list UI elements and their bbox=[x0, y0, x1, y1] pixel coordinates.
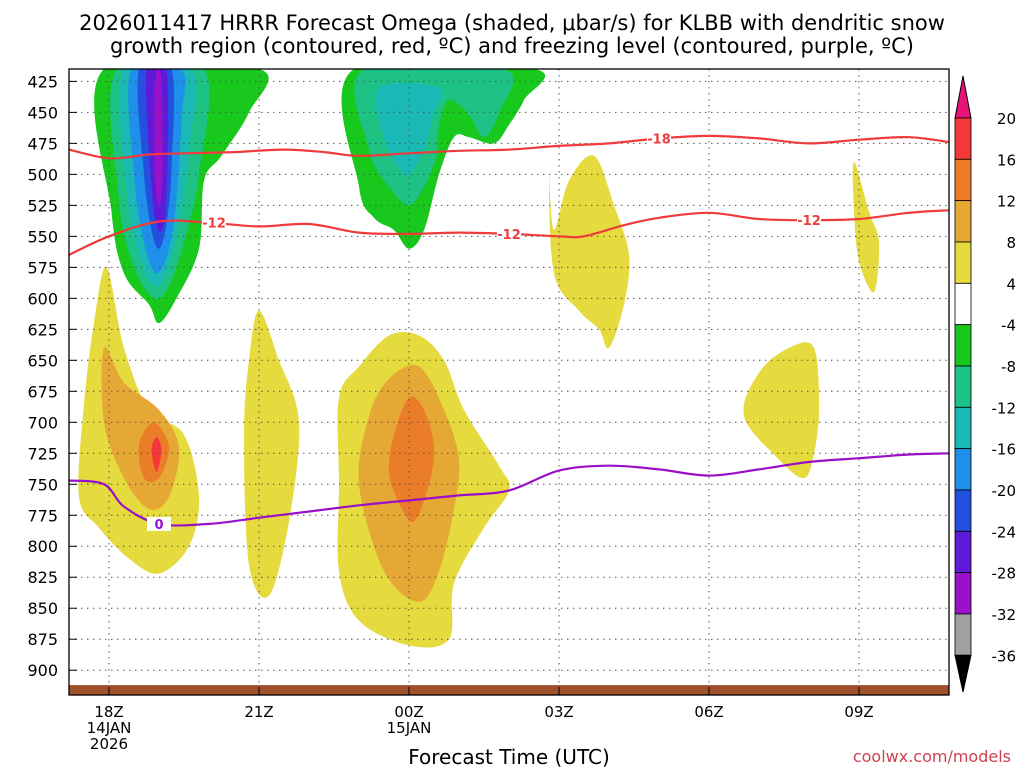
ascent-core-00z bbox=[388, 396, 435, 522]
y-tick-label: 725 bbox=[27, 444, 58, 463]
contour-label-bg bbox=[797, 213, 821, 228]
colorbar-label: -36 bbox=[992, 647, 1017, 665]
colorbar-label: 4 bbox=[1006, 275, 1016, 293]
y-tick-label: 450 bbox=[27, 103, 58, 122]
y-tick-label: 750 bbox=[27, 475, 58, 494]
colorbar-label: -12 bbox=[992, 399, 1017, 417]
y-tick-label: 800 bbox=[27, 537, 58, 556]
x-axis-title: Forecast Time (UTC) bbox=[408, 745, 610, 768]
colorbar-label: -20 bbox=[992, 482, 1017, 500]
contour-label-bg bbox=[647, 131, 671, 146]
x-tick-label: 06Z bbox=[694, 703, 723, 721]
terrain-strip bbox=[69, 685, 949, 695]
y-tick-label: 625 bbox=[27, 320, 58, 339]
colorbar-bin bbox=[954, 406, 972, 450]
colorbar-label: -8 bbox=[1001, 358, 1016, 376]
colorbar-label: -16 bbox=[992, 441, 1017, 459]
x-tick-label: 15JAN bbox=[387, 719, 432, 737]
colorbar-bin bbox=[954, 489, 972, 532]
colorbar-bin bbox=[954, 282, 972, 326]
chart-title-line-1: 2026011417 HRRR Forecast Omega (shaded, … bbox=[79, 11, 945, 35]
colorbar-label: -28 bbox=[992, 565, 1017, 583]
y-axis-pressure: 425 450 475 500 525 550 575 600 625 650 675 700 725 7… bbox=[27, 72, 77, 680]
y-tick-label: 525 bbox=[27, 196, 58, 215]
watermark: coolwx.com/models bbox=[853, 747, 1011, 766]
x-tick-label: 14JAN bbox=[87, 719, 132, 737]
colorbar-label: 8 bbox=[1006, 234, 1016, 252]
y-tick-label: 475 bbox=[27, 134, 58, 153]
y-tick-label: 850 bbox=[27, 599, 58, 618]
y-tick-label: 775 bbox=[27, 506, 58, 525]
x-tick-label: 2026 bbox=[90, 735, 128, 753]
colorbar: 20 16 12 8 4 -4 -8 -12 -16 -20 -24 -28 -32 -36 bbox=[954, 75, 1017, 693]
x-tick-label: 21Z bbox=[244, 703, 273, 721]
x-tick-label: 03Z bbox=[544, 703, 573, 721]
plot-frame bbox=[68, 68, 950, 696]
x-tick-label: 09Z bbox=[844, 703, 873, 721]
contour-label-bg bbox=[497, 226, 521, 241]
colorbar-bin bbox=[954, 200, 972, 243]
y-tick-label: 425 bbox=[27, 72, 58, 91]
terrain-surface bbox=[69, 685, 949, 695]
colorbar-label: 16 bbox=[997, 151, 1016, 169]
x-tick-label: 00Z bbox=[394, 703, 423, 721]
omega-shaded-regions bbox=[78, 69, 880, 648]
ascent-upper-09z bbox=[852, 162, 880, 293]
y-tick-label: 900 bbox=[27, 661, 58, 680]
colorbar-label: 20 bbox=[997, 110, 1016, 128]
colorbar-label: -32 bbox=[992, 606, 1017, 624]
colorbar-bin bbox=[954, 365, 972, 408]
contour-label: -18 bbox=[647, 132, 671, 147]
y-tick-label: 650 bbox=[27, 351, 58, 370]
grid-lines bbox=[69, 69, 949, 695]
dgz-contour-0 bbox=[69, 134, 949, 160]
colorbar-bin bbox=[954, 530, 972, 574]
y-tick-label: 500 bbox=[27, 165, 58, 184]
colorbar-label: -24 bbox=[992, 523, 1017, 541]
y-tick-label: 700 bbox=[27, 413, 58, 432]
x-tick-label: 18Z bbox=[94, 703, 123, 721]
contour-label: -12 bbox=[797, 214, 821, 229]
y-tick-label: 575 bbox=[27, 258, 58, 277]
colorbar-bottom-arrow bbox=[954, 654, 972, 693]
ascent-upper-03z bbox=[549, 155, 630, 349]
colorbar-bin bbox=[954, 572, 972, 615]
y-tick-label: 825 bbox=[27, 568, 58, 587]
colorbar-bin bbox=[954, 324, 972, 367]
descent-upper-18z bbox=[154, 69, 163, 206]
ascent-mid-06z bbox=[743, 342, 819, 479]
y-tick-label: 675 bbox=[27, 382, 58, 401]
contour-label: -12 bbox=[202, 217, 226, 232]
contour-label-bg bbox=[202, 215, 226, 230]
colorbar-label: -4 bbox=[1001, 317, 1016, 335]
colorbar-label: 12 bbox=[997, 193, 1016, 211]
contour-label: 0 bbox=[154, 518, 163, 533]
y-tick-label: 600 bbox=[27, 289, 58, 308]
colorbar-bin bbox=[954, 448, 972, 491]
chart-title-line-2: growth region (contoured, red, ºC) and f… bbox=[110, 34, 914, 58]
ascent-band-21z bbox=[244, 310, 300, 598]
colorbar-bin bbox=[954, 158, 972, 202]
contour-label: -12 bbox=[497, 228, 521, 243]
temperature-contours: -18 -12 -12 -12 0 bbox=[69, 131, 949, 533]
y-tick-label: 875 bbox=[27, 630, 58, 649]
colorbar-bin bbox=[954, 613, 972, 656]
y-tick-label: 550 bbox=[27, 227, 58, 246]
contour-label-bg bbox=[147, 516, 171, 531]
colorbar-bin bbox=[954, 241, 972, 284]
colorbar-bin bbox=[954, 117, 972, 160]
ascent-core-18z bbox=[151, 437, 162, 472]
